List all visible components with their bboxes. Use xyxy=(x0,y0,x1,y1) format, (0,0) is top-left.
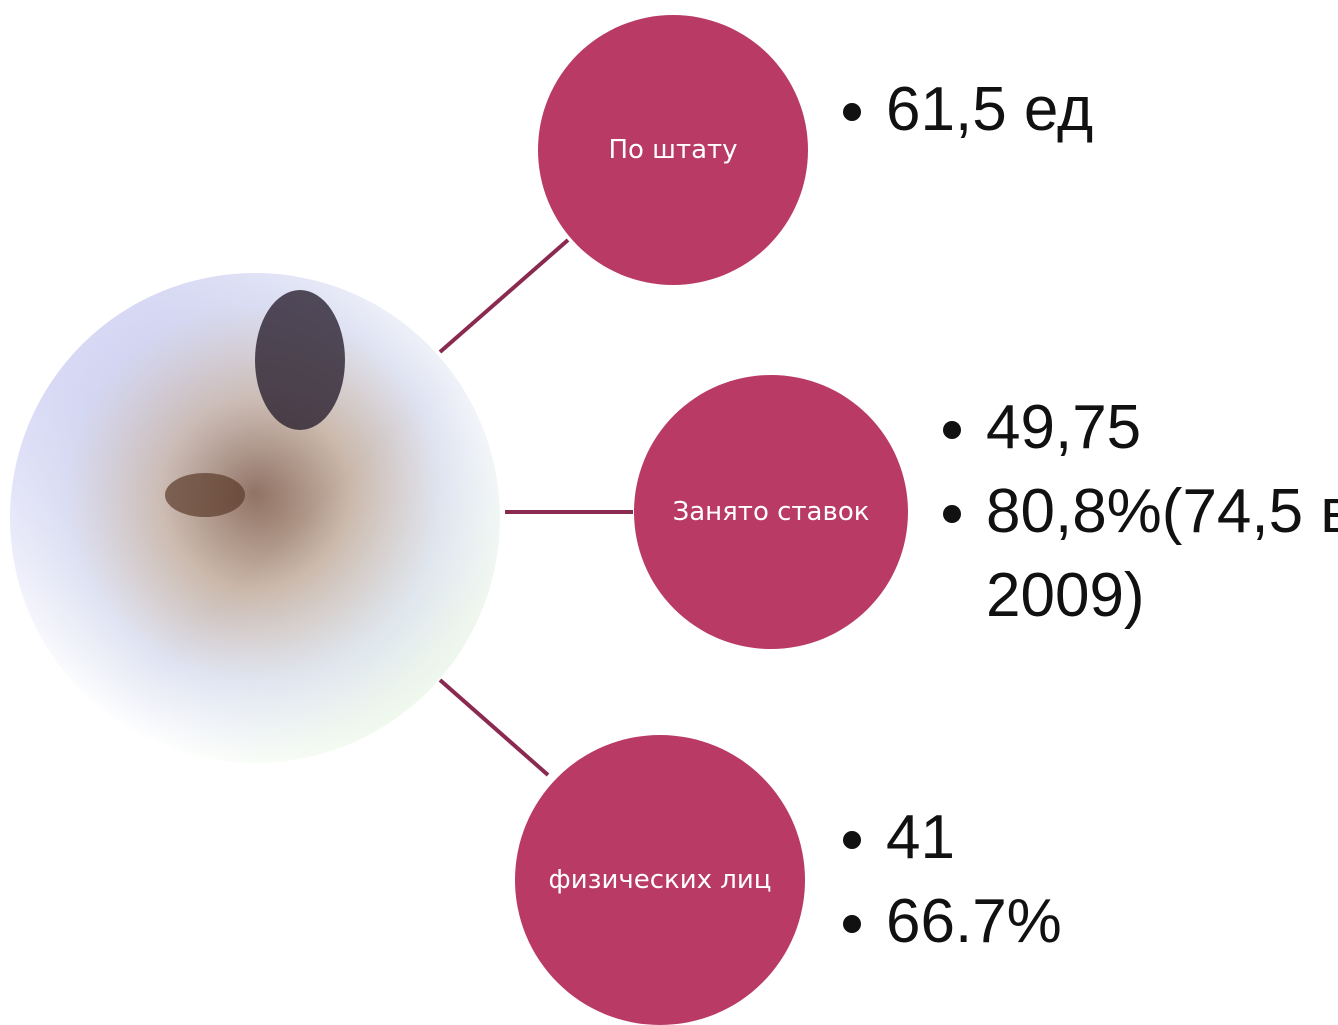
photo-tint xyxy=(10,273,500,763)
node-circle: По штату xyxy=(538,15,808,285)
photo-eye xyxy=(165,473,245,517)
item: 80,8%(74,5 в 2009) xyxy=(986,470,1338,638)
item: 49,75 xyxy=(986,386,1338,470)
photo-figure xyxy=(255,290,345,430)
item: 41 xyxy=(886,796,1338,880)
slide: По штату Занято ставок физических лиц 61… xyxy=(0,0,1338,1021)
connector xyxy=(440,240,568,352)
item: 66.7% xyxy=(886,880,1338,964)
node-circle: физических лиц xyxy=(515,735,805,1025)
item: 61,5 ед xyxy=(886,68,1338,152)
item-list: 41 66.7% xyxy=(838,796,1338,964)
node-circle: Занято ставок xyxy=(634,375,908,649)
item-list: 49,75 80,8%(74,5 в 2009) xyxy=(938,386,1338,638)
item-list: 61,5 ед xyxy=(838,68,1338,152)
connector xyxy=(440,680,548,775)
